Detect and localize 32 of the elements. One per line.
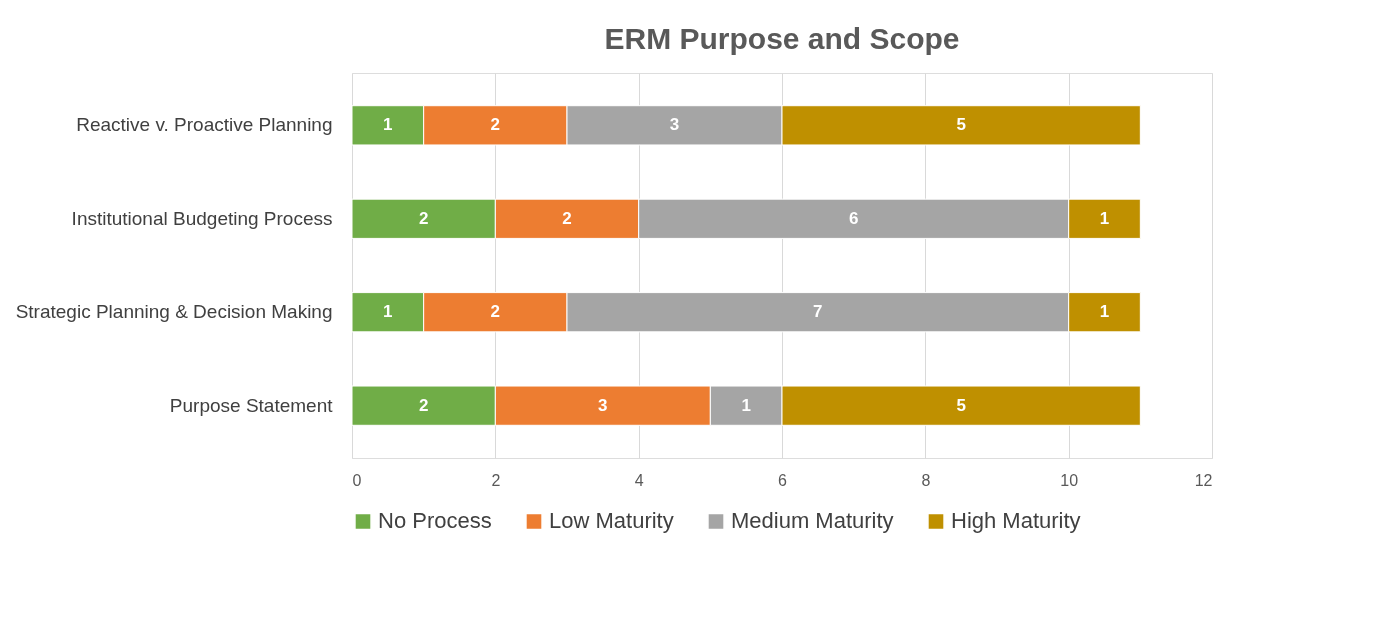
data-label: 2 — [418, 208, 429, 228]
data-label: 2 — [490, 115, 501, 135]
data-label: 6 — [848, 208, 859, 228]
legend-label: Low Maturity — [549, 508, 674, 534]
data-label: 3 — [669, 115, 680, 135]
data-label: 2 — [562, 208, 572, 228]
x-tick-label: 0 — [352, 471, 362, 489]
data-label: 2 — [490, 302, 501, 322]
x-tick-label: 12 — [1194, 471, 1213, 489]
data-label: 1 — [741, 395, 751, 415]
data-label: 1 — [383, 302, 393, 322]
data-label: 1 — [1099, 302, 1110, 322]
y-tick-label: Purpose Statement — [169, 394, 334, 416]
legend-label: High Maturity — [951, 508, 1081, 534]
data-label: 5 — [956, 395, 966, 415]
x-tick-label: 10 — [1060, 471, 1079, 489]
data-label: 1 — [383, 115, 393, 135]
y-tick-label: Institutional Budgeting Process — [71, 207, 333, 229]
legend-label: Medium Maturity — [731, 508, 894, 534]
legend-label: No Process — [378, 508, 492, 534]
x-tick-label: 8 — [921, 471, 931, 489]
x-tick-label: 6 — [778, 471, 788, 489]
chart-title: ERM Purpose and Scope — [604, 22, 960, 55]
data-label: 5 — [956, 115, 966, 135]
data-label: 3 — [598, 395, 608, 415]
data-label: 2 — [418, 395, 429, 415]
data-label: 7 — [813, 302, 823, 322]
y-tick-label: Strategic Planning & Decision Making — [15, 301, 333, 323]
y-tick-label: Reactive v. Proactive Planning — [76, 114, 333, 136]
x-tick-label: 4 — [634, 471, 644, 489]
x-tick-label: 2 — [491, 471, 501, 489]
data-label: 1 — [1099, 208, 1110, 228]
